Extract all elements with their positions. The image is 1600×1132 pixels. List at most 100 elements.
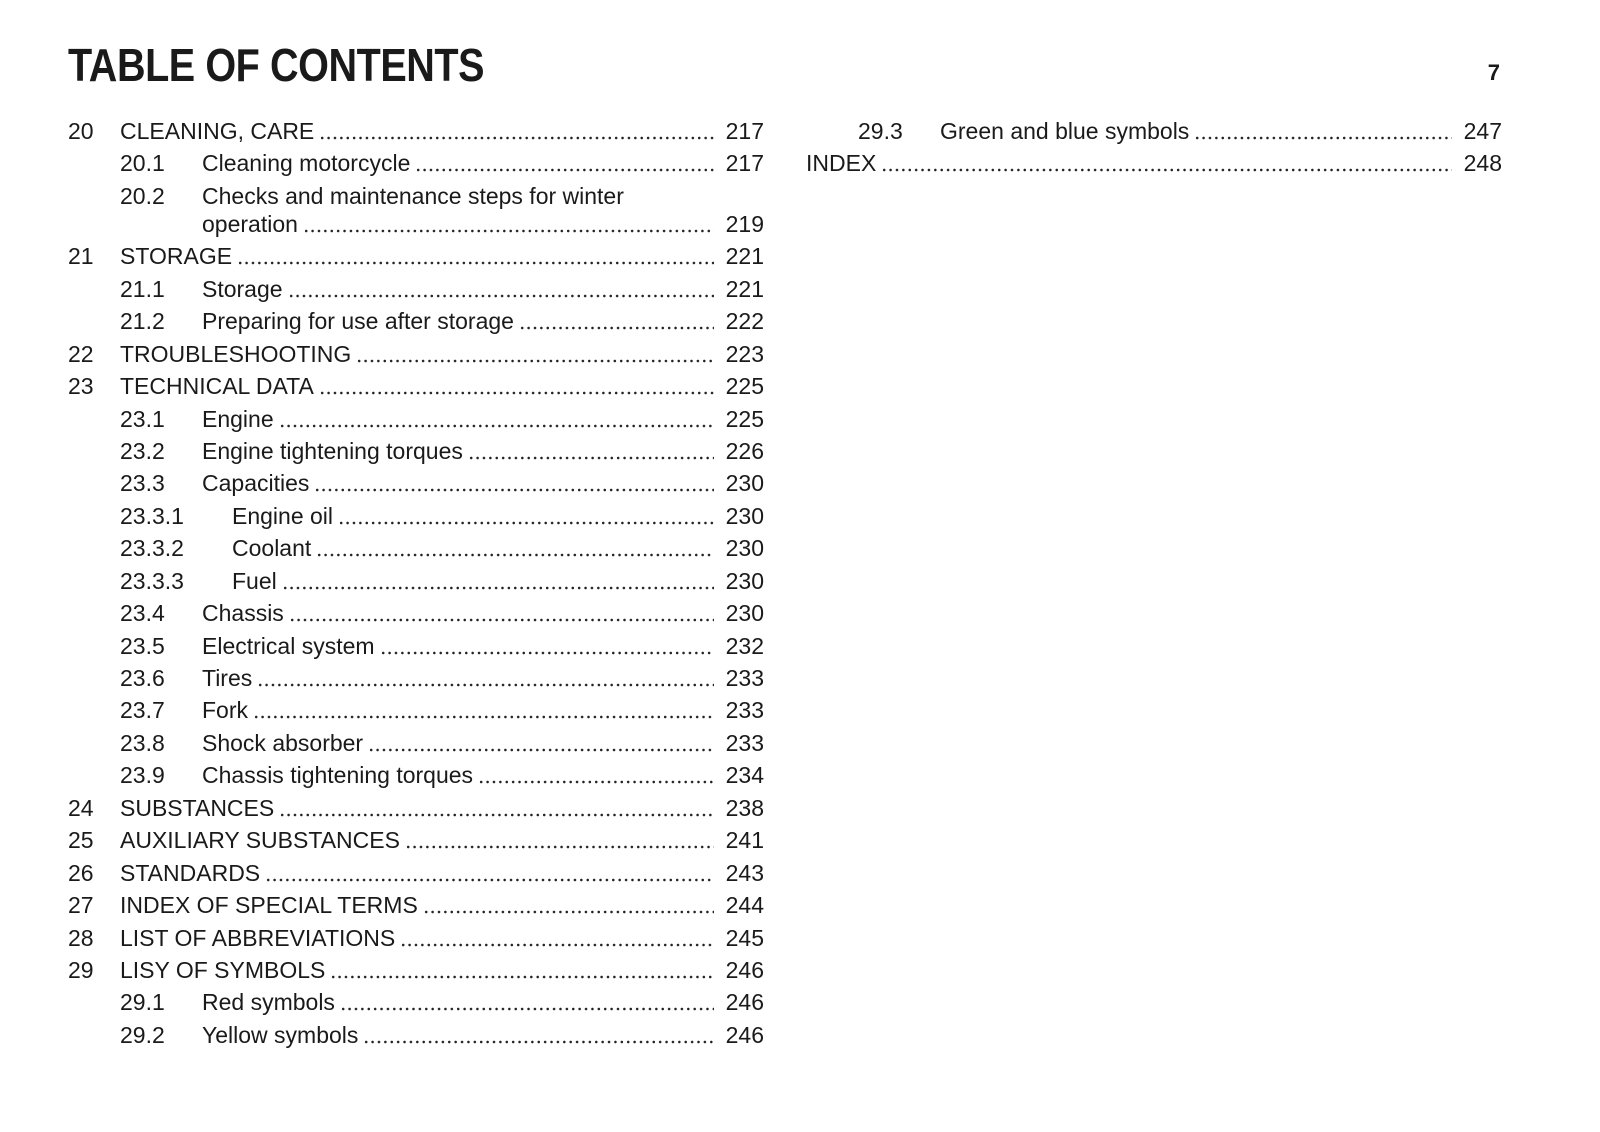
entry-page: 238 [713,793,764,822]
entry-page: 247 [1451,117,1502,145]
entry-page: 223 [713,339,764,368]
entry-title: Fuel [232,567,277,594]
toc-entry: 21.1 Storage 221 [68,274,764,303]
entry-page: 217 [713,149,764,178]
toc-entry: 29.1 Red symbols 246 [68,988,764,1017]
entry-number: 23.1 [120,405,165,432]
entry-page: 222 [713,307,764,336]
toc-entry: 23.5 Electrical system 232 [68,631,764,660]
entry-number: 23.3.2 [120,535,184,562]
toc-entry: 23.8 Shock absorber 233 [68,728,764,757]
entry-number: 27 [68,892,94,919]
entry-title: Engine [202,405,274,432]
toc-entry: 23.3.1 Engine oil 230 [68,501,764,530]
entry-page: 217 [713,117,764,145]
entry-page: 233 [713,728,764,757]
entry-number: 29.2 [120,1021,165,1048]
entry-title: TROUBLESHOOTING [120,340,352,367]
toc-entry: 27 INDEX OF SPECIAL TERMS 244 [68,891,764,920]
toc-entry: 23.6 Tires 233 [68,664,764,692]
entry-page: 225 [713,404,764,433]
entry-page: 233 [713,664,764,692]
entry-title: INDEX [806,150,877,177]
entry-title: Preparing for use after storage [202,308,514,335]
entry-page: 244 [713,891,764,920]
entry-number: 29.1 [120,989,165,1016]
entry-number: 24 [68,794,94,821]
entry-number: 20.1 [120,150,165,177]
entry-number: 23.4 [120,600,165,627]
entry-page: 243 [713,858,764,887]
entry-page: 221 [713,274,764,303]
toc-entry: 22 TROUBLESHOOTING 223 [68,339,764,368]
entry-page: 246 [713,1020,764,1049]
entry-number: 26 [68,859,94,886]
entry-number: 29.3 [858,118,903,144]
entry-number: 23.6 [120,665,165,691]
entry-number: 29 [68,956,94,983]
toc-entry: 23.2 Engine tightening torques 226 [68,436,764,465]
toc-entry: 25 AUXILIARY SUBSTANCES 241 [68,826,764,855]
toc-entry: 29.2 Yellow symbols 246 [68,1020,764,1049]
entry-title: Coolant [232,535,312,562]
entry-number: 20 [68,118,94,144]
entry-page: 246 [713,988,764,1017]
toc-entry: 28 LIST OF ABBREVIATIONS 245 [68,923,764,952]
entry-title: TECHNICAL DATA [120,373,314,400]
entry-page: 219 [713,209,764,238]
entry-page: 230 [713,599,764,628]
toc-entry: 20.1 Cleaning motorcycle 217 [68,149,764,178]
toc-entry: 26 STANDARDS 243 [68,858,764,887]
entry-page: 225 [713,372,764,401]
entry-number: 23 [68,373,94,400]
entry-title: LIST OF ABBREVIATIONS [120,924,396,951]
toc-entry: 29 LISY OF SYMBOLS 246 [68,955,764,984]
entry-number: 25 [68,827,94,854]
entry-number: 22 [68,340,94,367]
entry-page: 233 [713,696,764,725]
entry-title: Engine tightening torques [202,437,463,464]
entry-title: Storage [202,275,283,302]
entry-title: Tires [202,665,253,691]
entry-number: 23.5 [120,632,165,659]
entry-title: Checks and maintenance steps for winter … [202,182,624,237]
toc-entry: 23.3 Capacities 230 [68,469,764,498]
entry-title: SUBSTANCES [120,794,275,821]
entry-title: Green and blue symbols [940,118,1190,144]
page-number: 7 [1487,60,1500,85]
entry-title: Cleaning motorcycle [202,150,411,177]
entry-title: Chassis tightening torques [202,762,474,789]
toc-column: 20 CLEANING, CARE 217 20.1 Cleaning motorcyc… [68,117,764,1053]
entry-page: 234 [713,761,764,790]
toc-entry: 23.4 Chassis 230 [68,599,764,628]
toc-entry: 20 CLEANING, CARE 217 [68,117,764,145]
entry-page: 248 [1451,149,1502,178]
entry-title: LISY OF SYMBOLS [120,956,326,983]
entry-page: 232 [713,631,764,660]
entry-number: 20.2 [120,182,165,209]
entry-title: AUXILIARY SUBSTANCES [120,827,400,854]
entry-title: Yellow symbols [202,1021,359,1048]
entry-number: 23.3.1 [120,502,184,529]
entry-number: 23.8 [120,729,165,756]
entry-title: Chassis [202,600,284,627]
entry-page: 221 [713,242,764,271]
entry-page: 245 [713,923,764,952]
entry-page: 246 [713,955,764,984]
toc-entry: 21.2 Preparing for use after storage 222 [68,307,764,336]
toc-entry: 29.3 Green and blue symbols 247 [806,117,1502,145]
entry-page: 241 [713,826,764,855]
toc-entry: 23 TECHNICAL DATA 225 [68,372,764,401]
entry-page: 226 [713,436,764,465]
toc-entry: 23.3.3 Fuel 230 [68,566,764,595]
toc-entry: 21 STORAGE 221 [68,242,764,271]
entry-title: STORAGE [120,243,233,270]
toc-entry: 23.9 Chassis tightening torques 234 [68,761,764,790]
entry-page: 230 [713,469,764,498]
entry-title: Shock absorber [202,729,364,756]
entry-number: 23.3 [120,470,165,497]
toc-entry: 20.2 Checks and maintenance steps for win… [68,182,764,238]
toc-entry: 23.3.2 Coolant 230 [68,534,764,563]
entry-title: CLEANING, CARE [120,118,315,144]
